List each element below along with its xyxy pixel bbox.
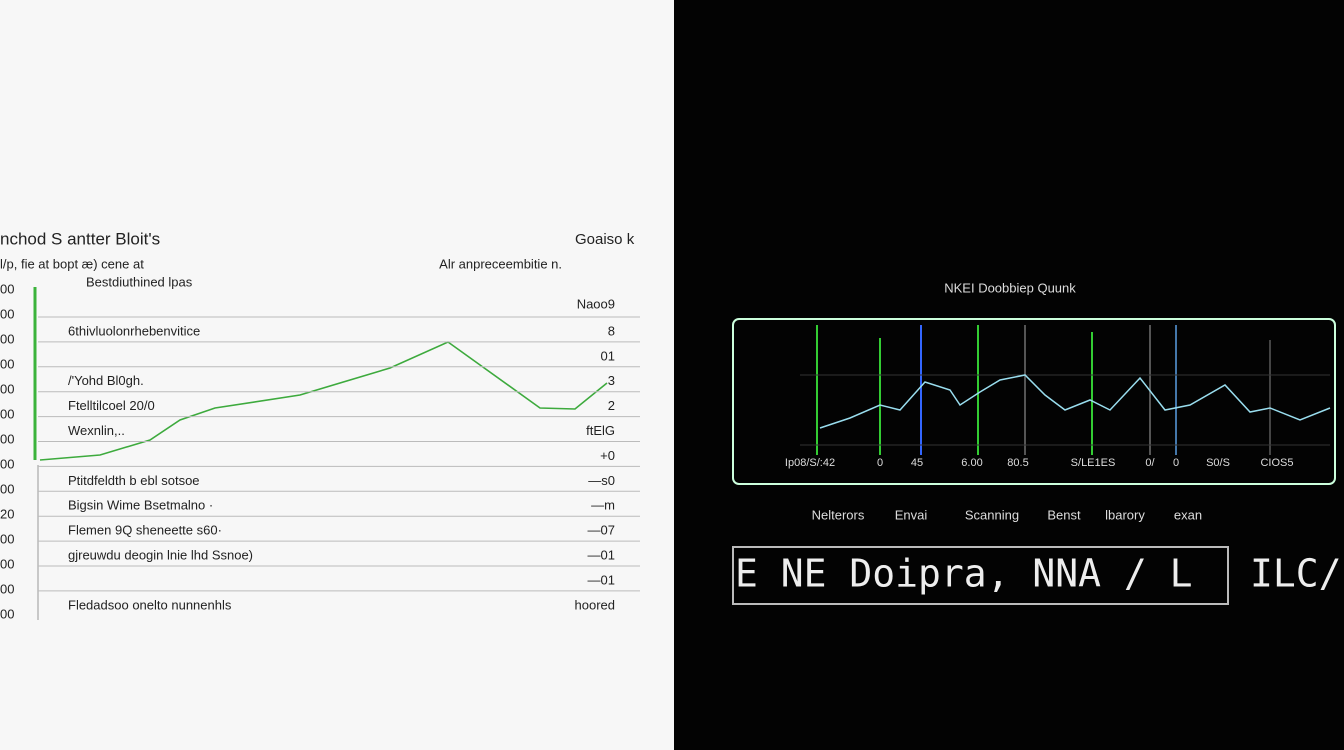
row-value: —01 [588,572,615,587]
left-title: nchod S antter Bloit's [0,229,160,248]
row-label: Ptitdfeldth b ebl sotsoe [68,473,200,488]
axis-label: 00 [0,556,14,571]
menu-item[interactable]: exan [1174,507,1202,522]
row-label: gjreuwdu deogin lnie lhd Ssnoe) [68,548,253,563]
banner-side: ILC/ [1250,552,1342,596]
chart-axis-label: 6.00 [961,457,982,469]
row-value: 8 [608,323,615,338]
banner-frame [732,546,1229,605]
banner: E NE Doipra, NNA / L [735,552,1193,596]
row-value: —01 [588,548,615,563]
chart-axis-label: 0 [877,457,883,469]
subtitle: l/p, fie at bopt æ) cene at [0,256,144,271]
trend-line [39,341,608,461]
axis-label: 00 [0,406,14,421]
row-value: —07 [588,523,615,538]
right-title: NKEI Doobbiep Quunk [944,280,1076,295]
chart-axis-label: 80.5 [1007,457,1028,469]
row-value: +0 [600,448,615,463]
header: Bestdiuthined lpas [86,274,193,289]
row-label: Bigsin Wime Bsetmalno · [68,498,213,513]
chart-lines [800,325,1330,455]
axis-label: 00 [0,306,14,321]
row-value: 01 [601,348,615,363]
axis-label: 00 [0,481,14,496]
axis-label: 20 [0,506,14,521]
note: Alr anpreceembitie n. [439,256,562,271]
chart-axis-label: 0/ [1145,457,1155,469]
row-label: /'Yohd Bl0gh. [68,373,144,388]
chart-axis-label: 45 [911,457,923,469]
row-value: hoored [575,597,615,612]
row-label: Ftelltilcoel 20/0 [68,398,155,413]
chart-axis-label: 0 [1173,457,1179,469]
axis-label: 00 [0,456,14,471]
row-value: —s0 [588,473,615,488]
row-value: ftElG [586,423,615,438]
row-value: 2 [608,398,615,413]
menu-item[interactable]: Scanning [965,507,1019,522]
menu-item[interactable]: Benst [1047,507,1081,522]
axis-label: 00 [0,431,14,446]
chart-frame [732,318,1336,485]
corner-label: Goaiso k [575,231,635,248]
axis-label: 00 [0,281,14,296]
axis-label: 00 [0,531,14,546]
menu-item[interactable]: Nelterors [812,507,865,522]
row-label: Fledadsoo onelto nunnenhls [68,597,232,612]
header-value: Naoo9 [577,296,615,311]
chart-axis-label: Ip08/S/:42 [785,457,835,469]
axis-label: 00 [0,581,14,596]
axis-label: 00 [0,356,14,371]
row-label: Flemen 9Q sheneette s60· [68,523,222,538]
row-label: 6thivluolonrhebenvitice [68,323,200,338]
chart-axis-label: S0/S [1206,457,1230,469]
row-value: 3 [608,373,615,388]
chart-axis-label: S/LE1ES [1071,457,1116,469]
chart-axis-label: CIOS5 [1260,457,1293,469]
menu-item[interactable]: Envai [895,507,928,522]
axis-label: 00 [0,331,14,346]
axis-label: 00 [0,381,14,396]
menu-item[interactable]: lbarory [1105,507,1145,522]
axis-label: 00 [0,606,14,621]
row-value: —m [591,498,615,513]
row-label: Wexnlin,.. [68,423,125,438]
left-panel [0,0,674,750]
signal-wave [819,374,1331,429]
